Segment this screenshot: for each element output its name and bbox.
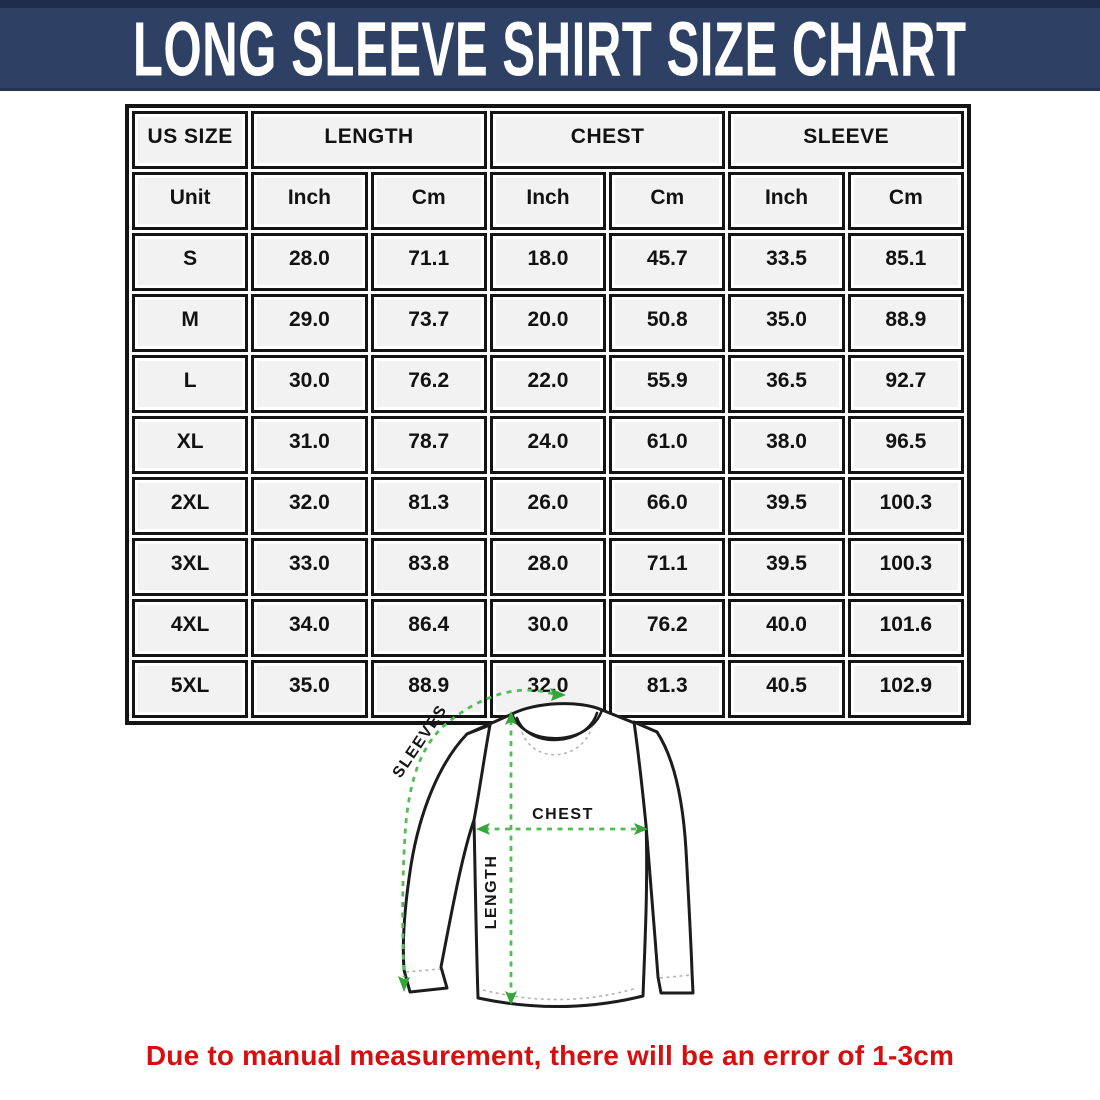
size-cell: 3XL [132, 538, 249, 596]
collar-inner-line [515, 711, 599, 742]
value-cell: 22.0 [489, 355, 607, 413]
value-cell: 102.9 [847, 660, 964, 718]
size-row: S 28.0 71.1 18.0 45.7 33.5 85.1 [132, 233, 964, 291]
value-cell: 76.2 [609, 599, 726, 657]
measurement-error-note: Due to manual measurement, there will be… [145, 1040, 955, 1071]
size-row: L 30.0 76.2 22.0 55.9 36.5 92.7 [132, 355, 964, 413]
unit-header: Cm [847, 172, 964, 230]
value-cell: 55.9 [609, 355, 726, 413]
value-cell: 40.0 [728, 599, 845, 657]
value-cell: 30.0 [251, 355, 368, 413]
unit-header: Unit [132, 172, 249, 230]
column-group-chest: CHEST [489, 111, 726, 169]
value-cell: 36.5 [728, 355, 845, 413]
value-cell: 100.3 [847, 477, 964, 535]
chest-label: CHEST [532, 806, 594, 823]
value-cell: 31.0 [251, 416, 368, 474]
value-cell: 85.1 [847, 233, 964, 291]
unit-header: Cm [370, 172, 487, 230]
value-cell: 30.0 [489, 599, 607, 657]
size-cell: L [132, 355, 249, 413]
unit-header: Inch [728, 172, 845, 230]
sleeves-arrowhead-top [550, 688, 566, 701]
value-cell: 18.0 [489, 233, 607, 291]
size-chart-table: US SIZE LENGTH CHEST SLEEVE Unit Inch Cm… [125, 104, 971, 725]
value-cell: 86.4 [370, 599, 487, 657]
shirt-right-sleeve [632, 720, 695, 995]
value-cell: 20.0 [489, 294, 607, 352]
value-cell: 24.0 [489, 416, 607, 474]
unit-header: Cm [609, 172, 726, 230]
value-cell: 29.0 [251, 294, 368, 352]
size-cell: 4XL [132, 599, 249, 657]
size-row: 2XL 32.0 81.3 26.0 66.0 39.5 100.3 [132, 477, 964, 535]
value-cell: 28.0 [489, 538, 607, 596]
length-arrowhead-bottom [505, 991, 517, 1005]
value-cell: 78.7 [370, 416, 487, 474]
length-arrowhead-top [505, 711, 517, 725]
value-cell: 92.7 [847, 355, 964, 413]
value-cell: 38.0 [728, 416, 845, 474]
value-cell: 40.5 [728, 660, 845, 718]
unit-header: Inch [251, 172, 368, 230]
sleeves-arrowhead-bottom [398, 976, 410, 992]
size-row: 5XL 35.0 88.9 32.0 81.3 40.5 102.9 [132, 660, 964, 718]
unit-header-row: Unit Inch Cm Inch Cm Inch Cm [132, 172, 964, 230]
value-cell: 39.5 [728, 538, 845, 596]
value-cell: 33.5 [728, 233, 845, 291]
value-cell: 71.1 [609, 538, 726, 596]
size-row: 4XL 34.0 86.4 30.0 76.2 40.0 101.6 [132, 599, 964, 657]
size-cell: XL [132, 416, 249, 474]
value-cell: 73.7 [370, 294, 487, 352]
value-cell: 66.0 [609, 477, 726, 535]
column-group-sleeve: SLEEVE [728, 111, 964, 169]
value-cell: 39.5 [728, 477, 845, 535]
value-cell: 101.6 [847, 599, 964, 657]
value-cell: 33.0 [251, 538, 368, 596]
column-group-row: US SIZE LENGTH CHEST SLEEVE [132, 111, 964, 169]
value-cell: 28.0 [251, 233, 368, 291]
long-sleeve-shirt-drawing: SLEEVES CHEST LENGTH [390, 688, 695, 1009]
value-cell: 88.9 [370, 660, 487, 718]
length-measure-arrow: LENGTH [483, 711, 517, 1005]
value-cell: 35.0 [728, 294, 845, 352]
chest-arrowhead-left [476, 823, 490, 835]
size-cell: 2XL [132, 477, 249, 535]
value-cell: 26.0 [489, 477, 607, 535]
size-cell: M [132, 294, 249, 352]
size-row: XL 31.0 78.7 24.0 61.0 38.0 96.5 [132, 416, 964, 474]
value-cell: 81.3 [609, 660, 726, 718]
value-cell: 100.3 [847, 538, 964, 596]
value-cell: 35.0 [251, 660, 368, 718]
value-cell: 45.7 [609, 233, 726, 291]
right-cuff-stitch [659, 974, 692, 979]
page-title: LONG SLEEVE SHIRT SIZE CHART [133, 4, 967, 92]
value-cell: 81.3 [370, 477, 487, 535]
value-cell: 50.8 [609, 294, 726, 352]
value-cell: 32.0 [251, 477, 368, 535]
size-row: M 29.0 73.7 20.0 50.8 35.0 88.9 [132, 294, 964, 352]
size-row: 3XL 33.0 83.8 28.0 71.1 39.5 100.3 [132, 538, 964, 596]
size-cell: 5XL [132, 660, 249, 718]
value-cell: 83.8 [370, 538, 487, 596]
value-cell: 88.9 [847, 294, 964, 352]
unit-header: Inch [489, 172, 607, 230]
column-group-length: LENGTH [251, 111, 487, 169]
hem-stitch [482, 987, 638, 1001]
value-cell: 96.5 [847, 416, 964, 474]
chest-measure-arrow: CHEST [476, 806, 648, 835]
length-label: LENGTH [483, 855, 500, 930]
value-cell: 71.1 [370, 233, 487, 291]
shirt-measurement-diagram: SLEEVES CHEST LENGTH [340, 680, 785, 1045]
left-cuff-stitch [405, 968, 441, 973]
column-group-us-size: US SIZE [132, 111, 249, 169]
size-cell: S [132, 233, 249, 291]
value-cell: 76.2 [370, 355, 487, 413]
title-banner: LONG SLEEVE SHIRT SIZE CHART [0, 0, 1100, 91]
value-cell: 34.0 [251, 599, 368, 657]
chest-arrowhead-right [634, 823, 648, 835]
value-cell: 61.0 [609, 416, 726, 474]
